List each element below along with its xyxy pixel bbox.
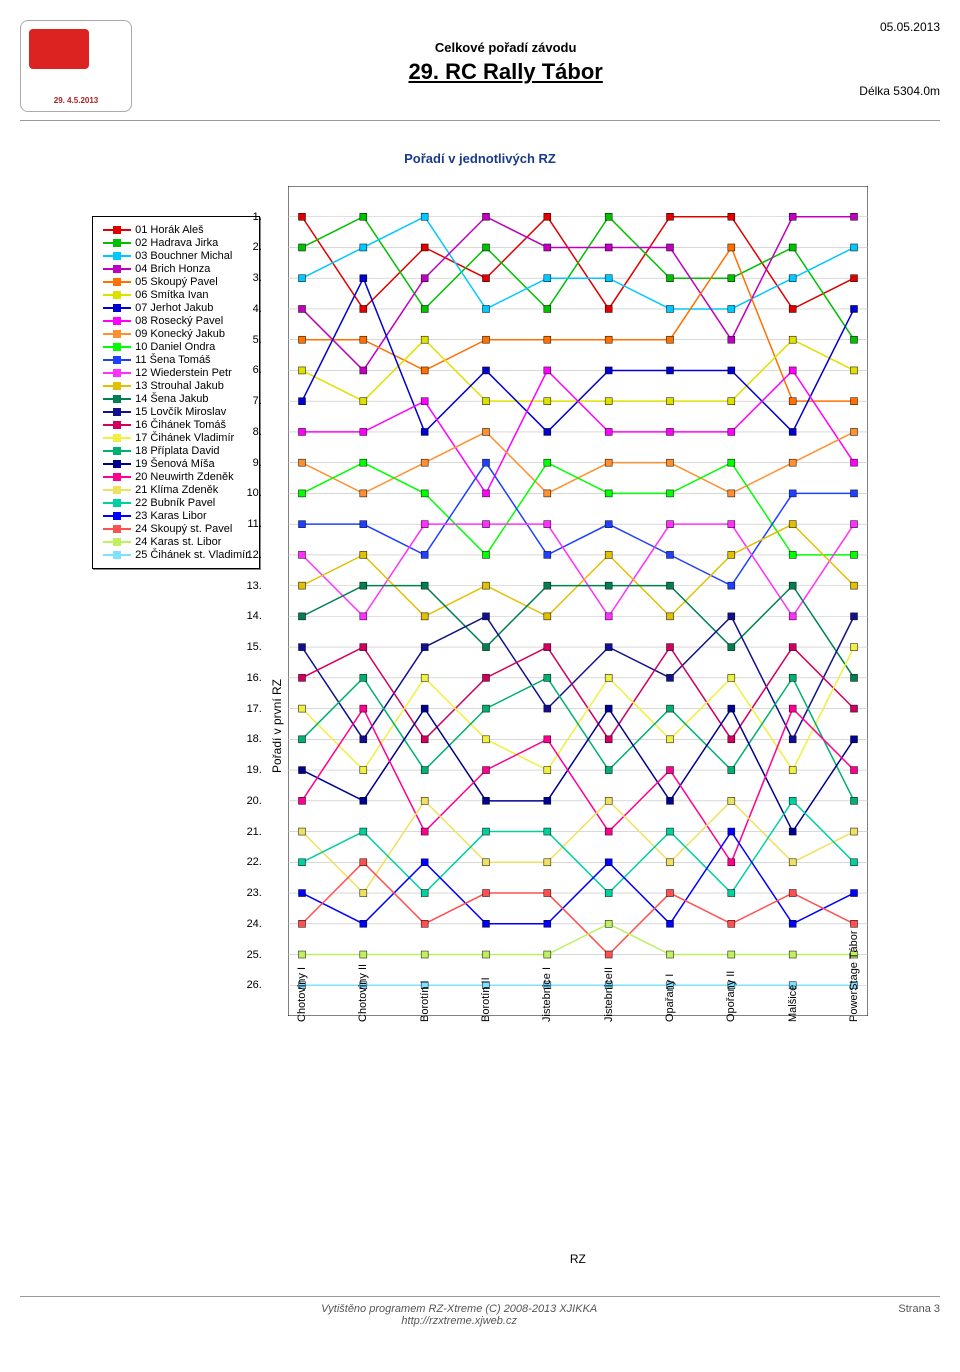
- footer-center: Vytištěno programem RZ-Xtreme (C) 2008-2…: [20, 1303, 898, 1327]
- legend-item: 09 Konecký Jakub: [103, 328, 249, 340]
- chart-plot: 1.2.3.4.5.6.7.8.9.10.11.12.13.14.15.16.1…: [288, 186, 868, 1016]
- legend-item: 20 Neuwirth Zdeněk: [103, 471, 249, 483]
- legend-item: 24 Karas st. Libor: [103, 536, 249, 548]
- chart-area: Pořadí v jednotlivých RZ 01 Horák Aleš02…: [20, 151, 940, 1266]
- legend-item: 05 Skoupý Pavel: [103, 276, 249, 288]
- legend-item: 11 Šena Tomáš: [103, 354, 249, 366]
- page-footer: Vytištěno programem RZ-Xtreme (C) 2008-2…: [20, 1296, 940, 1327]
- legend-item: 22 Bubník Pavel: [103, 497, 249, 509]
- y-axis-label: Pořadí v první RZ: [270, 679, 284, 773]
- x-axis-label: RZ: [288, 1252, 868, 1266]
- legend-item: 02 Hadrava Jirka: [103, 237, 249, 249]
- legend-item: 01 Horák Aleš: [103, 224, 249, 236]
- legend-item: 14 Šena Jakub: [103, 393, 249, 405]
- chart-legend: 01 Horák Aleš02 Hadrava Jirka03 Bouchner…: [92, 216, 260, 569]
- legend-item: 06 Smítka Ivan: [103, 289, 249, 301]
- page-header: Celkové pořadí závodu 29. RC Rally Tábor…: [20, 20, 940, 121]
- legend-item: 17 Čihánek Vladimír: [103, 432, 249, 444]
- legend-item: 03 Bouchner Michal: [103, 250, 249, 262]
- title-block: Celkové pořadí závodu 29. RC Rally Tábor: [152, 20, 859, 85]
- legend-item: 25 Čihánek st. Vladimír: [103, 549, 249, 561]
- legend-item: 13 Strouhal Jakub: [103, 380, 249, 392]
- main-title: 29. RC Rally Tábor: [152, 59, 859, 85]
- x-tick-labels: Chotoviny IChotoviny IIBorotín IBorotín …: [288, 1022, 868, 1142]
- legend-item: 16 Čihánek Tomáš: [103, 419, 249, 431]
- legend-item: 07 Jerhot Jakub: [103, 302, 249, 314]
- legend-item: 12 Wiederstein Petr: [103, 367, 249, 379]
- legend-item: 21 Klíma Zdeněk: [103, 484, 249, 496]
- report-date: 05.05.2013: [859, 20, 940, 34]
- header-right: 05.05.2013 Délka 5304.0m: [859, 20, 940, 98]
- track-length: Délka 5304.0m: [859, 84, 940, 98]
- legend-item: 04 Brich Honza: [103, 263, 249, 275]
- legend-item: 23 Karas Libor: [103, 510, 249, 522]
- legend-item: 08 Rosecký Pavel: [103, 315, 249, 327]
- legend-item: 18 Příplata David: [103, 445, 249, 457]
- footer-page: Strana 3: [898, 1303, 940, 1327]
- legend-item: 24 Skoupý st. Pavel: [103, 523, 249, 535]
- chart-title: Pořadí v jednotlivých RZ: [20, 151, 940, 166]
- legend-item: 19 Šenová Míša: [103, 458, 249, 470]
- legend-item: 15 Lovčík Miroslav: [103, 406, 249, 418]
- subtitle: Celkové pořadí závodu: [152, 40, 859, 55]
- event-logo: [20, 20, 132, 112]
- legend-item: 10 Daniel Ondra: [103, 341, 249, 353]
